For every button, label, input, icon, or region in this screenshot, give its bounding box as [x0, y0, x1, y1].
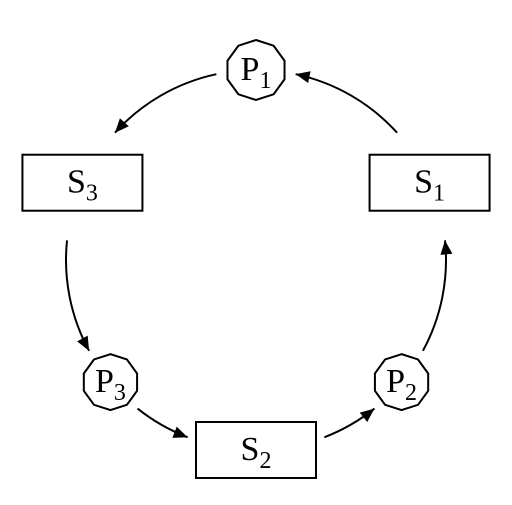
node-subscript: 3	[114, 380, 126, 406]
arrowhead	[172, 427, 187, 438]
edge-arc	[296, 74, 397, 133]
node-p2: P2	[375, 354, 428, 410]
cycle-diagram: P1S1P2S2P3S3	[0, 0, 512, 505]
node-subscript: 2	[259, 448, 271, 474]
node-letter: P	[95, 363, 114, 400]
arrowhead	[360, 409, 375, 422]
arrowhead	[296, 71, 311, 83]
node-letter: P	[386, 363, 405, 400]
node-letter: P	[241, 51, 260, 88]
node-p3: P3	[84, 354, 137, 410]
arrowhead	[440, 240, 452, 255]
edge-arc	[66, 240, 89, 350]
node-subscript: 1	[433, 181, 445, 207]
edge-arc	[115, 74, 216, 133]
node-letter: S	[414, 164, 433, 201]
edge-arc	[423, 240, 446, 350]
node-subscript: 3	[86, 181, 98, 207]
node-s2: S2	[196, 422, 316, 478]
node-s3: S3	[22, 155, 142, 211]
node-subscript: 1	[259, 68, 271, 94]
node-letter: S	[67, 164, 86, 201]
node-s1: S1	[370, 155, 490, 211]
node-letter: S	[241, 431, 260, 468]
node-p1: P1	[227, 40, 284, 100]
node-subscript: 2	[405, 380, 417, 406]
